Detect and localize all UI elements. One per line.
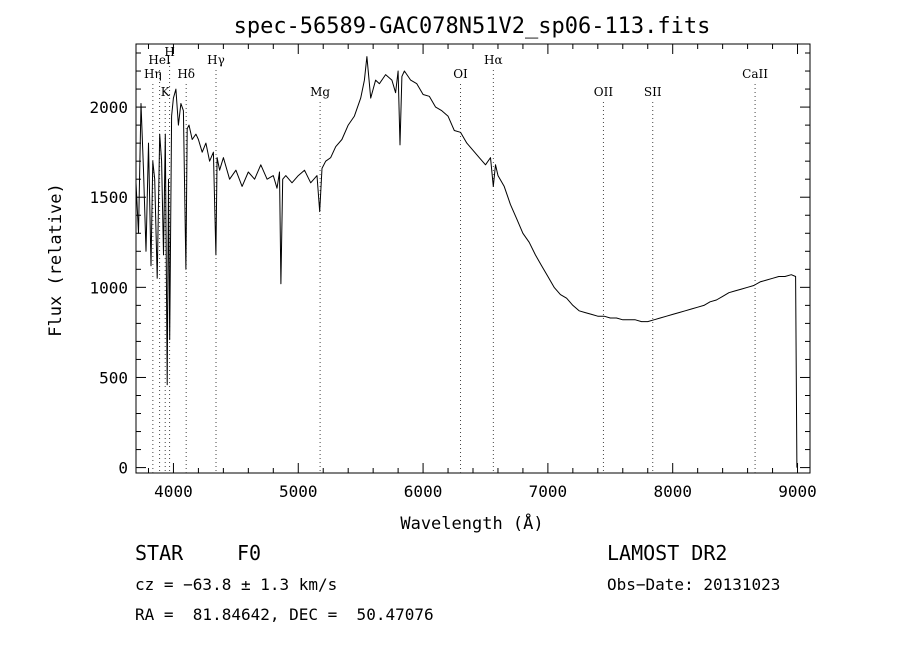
x-tick-label: 8000 [653,482,692,501]
x-tick-label: 5000 [279,482,318,501]
spectral-line-label: H [164,45,174,59]
plot-area: 4000 5000 6000 7000 8000 9000 0 500 1000 1500 2000… [89,43,817,501]
y-axis-label: Flux (relative) [46,183,66,337]
spectral-line-label: HeI [148,53,171,67]
object-class: STAR [135,541,184,565]
spectral-line-label: OI [453,67,468,81]
observation-date: Obs−Date: 20131023 [607,575,781,594]
y-tick-label: 1500 [89,188,128,207]
x-tick-label: 6000 [404,482,443,501]
chart-title: spec-56589-GAC078N51V2_sp06-113.fits [234,14,711,39]
ra-dec-coordinates: RA = 81.84642, DEC = 50.47076 [135,605,434,624]
spectral-line-label: Hη [144,67,162,81]
spectral-line-label: CaII [742,67,768,81]
plot-frame [135,43,811,474]
y-tick-label: 2000 [89,98,128,117]
y-tick-label: 1000 [89,278,128,297]
x-tick-label: 4000 [154,482,193,501]
redshift-cz: cz = −63.8 ± 1.3 km/s [135,575,338,594]
spectral-line-label: Mg [310,85,330,99]
spectral-subclass: F0 [237,541,262,565]
y-tick-label: 0 [118,459,128,478]
spectral-line-label: Hδ [177,67,195,81]
spectral-line-label: OII [594,85,614,99]
spectrum-line [135,56,798,468]
x-tick-label: 9000 [778,482,817,501]
survey-name: LAMOST DR2 [607,541,728,565]
x-axis-label: Wavelength (Å) [400,512,543,534]
y-tick-label: 500 [99,368,128,387]
spectral-line-label: SII [644,85,662,99]
spectral-line-label: K [161,85,171,99]
x-tick-label: 7000 [529,482,568,501]
spectral-line-label: Hγ [207,53,225,67]
spectral-line-label: Hα [484,53,503,67]
